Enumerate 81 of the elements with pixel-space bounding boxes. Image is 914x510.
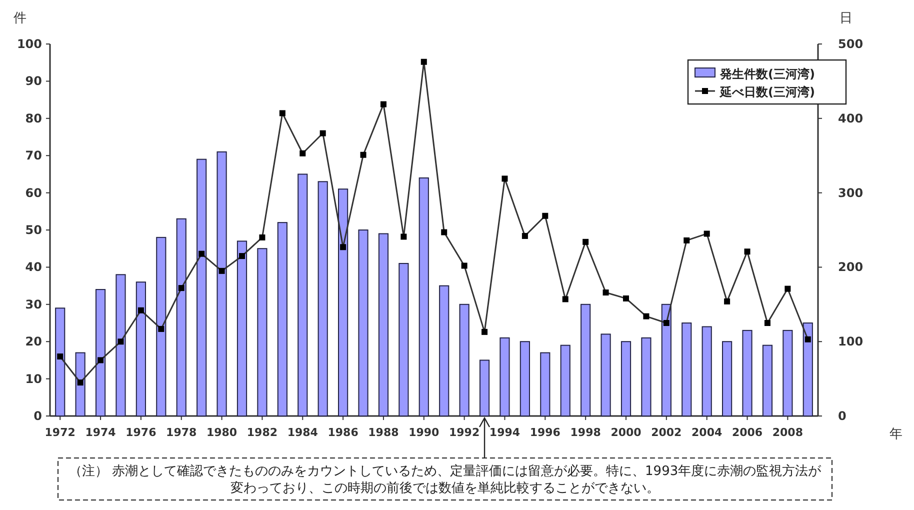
bar bbox=[459, 304, 470, 416]
x-tick-label: 1980 bbox=[206, 426, 238, 439]
x-tick-label: 1998 bbox=[570, 426, 601, 439]
x-tick-label: 1972 bbox=[44, 426, 76, 439]
x-tick-label: 2000 bbox=[610, 426, 642, 439]
bar bbox=[742, 330, 752, 416]
bar bbox=[156, 236, 166, 416]
bar bbox=[782, 330, 793, 416]
x-tick-label: 1978 bbox=[166, 426, 197, 439]
x-tick-label: 1994 bbox=[489, 426, 520, 439]
y-tick-label: 60 bbox=[25, 186, 42, 200]
bar bbox=[378, 233, 389, 416]
y-tick-label: 40 bbox=[25, 260, 42, 274]
bar bbox=[620, 341, 632, 416]
bar bbox=[560, 344, 570, 416]
x-tick-label: 1986 bbox=[328, 426, 359, 439]
y-tick-label: 30 bbox=[25, 297, 42, 312]
annotation: （注） 赤潮として確認できたもののみをカウントしているため、定量評価には留意が必要。特に、1993年度に赤潮の監視方法が変わっており、この時期の前後では数値を単純比較することができない。 bbox=[58, 458, 832, 500]
legend-label: 発生件数(三河湾) bbox=[719, 67, 815, 81]
x-tick-label: 1988 bbox=[368, 426, 399, 439]
y2-tick-label: 500 bbox=[838, 37, 864, 51]
bar bbox=[702, 326, 712, 416]
bar bbox=[176, 218, 186, 416]
bar bbox=[95, 289, 106, 416]
bar bbox=[520, 341, 530, 416]
y-tick-label: 0 bbox=[34, 409, 42, 423]
bar bbox=[116, 274, 126, 416]
x-tick-label: 1984 bbox=[287, 426, 318, 439]
x-tick-label: 2002 bbox=[651, 426, 682, 439]
bar bbox=[55, 308, 66, 416]
y2-tick-label: 0 bbox=[838, 409, 846, 423]
bar bbox=[722, 341, 732, 416]
bar bbox=[439, 285, 450, 416]
bar bbox=[418, 177, 429, 416]
bar bbox=[641, 337, 652, 416]
bar bbox=[257, 248, 268, 416]
bar bbox=[398, 262, 409, 416]
y2-tick-label: 400 bbox=[838, 111, 864, 126]
x-tick-label: 1974 bbox=[85, 426, 116, 439]
bar bbox=[802, 322, 813, 416]
bar bbox=[479, 360, 490, 416]
x-tick-label: 1976 bbox=[126, 426, 157, 439]
x-tick-label: 2008 bbox=[772, 426, 803, 439]
bar bbox=[75, 352, 86, 416]
y-tick-label: 80 bbox=[25, 111, 42, 126]
y2-axis-title: 日 bbox=[840, 11, 852, 26]
bar bbox=[338, 188, 348, 416]
bar bbox=[358, 230, 368, 416]
bar bbox=[661, 304, 672, 416]
annotation: （注） 赤潮として確認できたもののみをカウントしているため、定量評価には留意が必要。特に、1993年度に赤潮の監視方法が変わっており、この時期の前後では数値を単純比較することができない。 bbox=[68, 463, 822, 496]
bar bbox=[500, 337, 510, 416]
bar bbox=[762, 344, 773, 416]
bar bbox=[600, 334, 611, 416]
bar bbox=[196, 158, 207, 416]
bar bbox=[277, 222, 288, 416]
x-tick-label: 2004 bbox=[692, 426, 722, 439]
y-tick-label: 90 bbox=[25, 74, 42, 88]
y-tick-label: 70 bbox=[25, 148, 42, 163]
y2-tick-label: 100 bbox=[838, 334, 864, 349]
legend-label: 延べ日数(三河湾) bbox=[719, 85, 815, 99]
y-tick-label: 100 bbox=[16, 37, 42, 51]
bar bbox=[136, 282, 146, 416]
y-tick-label: 20 bbox=[25, 334, 42, 349]
bar bbox=[216, 151, 227, 416]
bar bbox=[236, 240, 248, 416]
y-tick-label: 50 bbox=[25, 223, 42, 237]
bar bbox=[682, 322, 692, 416]
x-tick-label: 1996 bbox=[530, 426, 561, 439]
y2-tick-label: 200 bbox=[838, 260, 864, 274]
x-tick-label: 1992 bbox=[449, 426, 480, 439]
y-axis-title: 件 bbox=[14, 11, 26, 26]
x-tick-label: 1982 bbox=[246, 426, 278, 439]
bar bbox=[298, 174, 308, 416]
x-tick-label: 2006 bbox=[732, 426, 763, 439]
bar bbox=[540, 352, 550, 416]
bar bbox=[580, 304, 591, 416]
x-axis-title: 年 bbox=[890, 427, 902, 442]
x-tick-label: 1990 bbox=[408, 426, 440, 439]
y-tick-label: 10 bbox=[25, 372, 42, 386]
y2-tick-label: 300 bbox=[838, 186, 864, 200]
bar bbox=[318, 181, 328, 416]
